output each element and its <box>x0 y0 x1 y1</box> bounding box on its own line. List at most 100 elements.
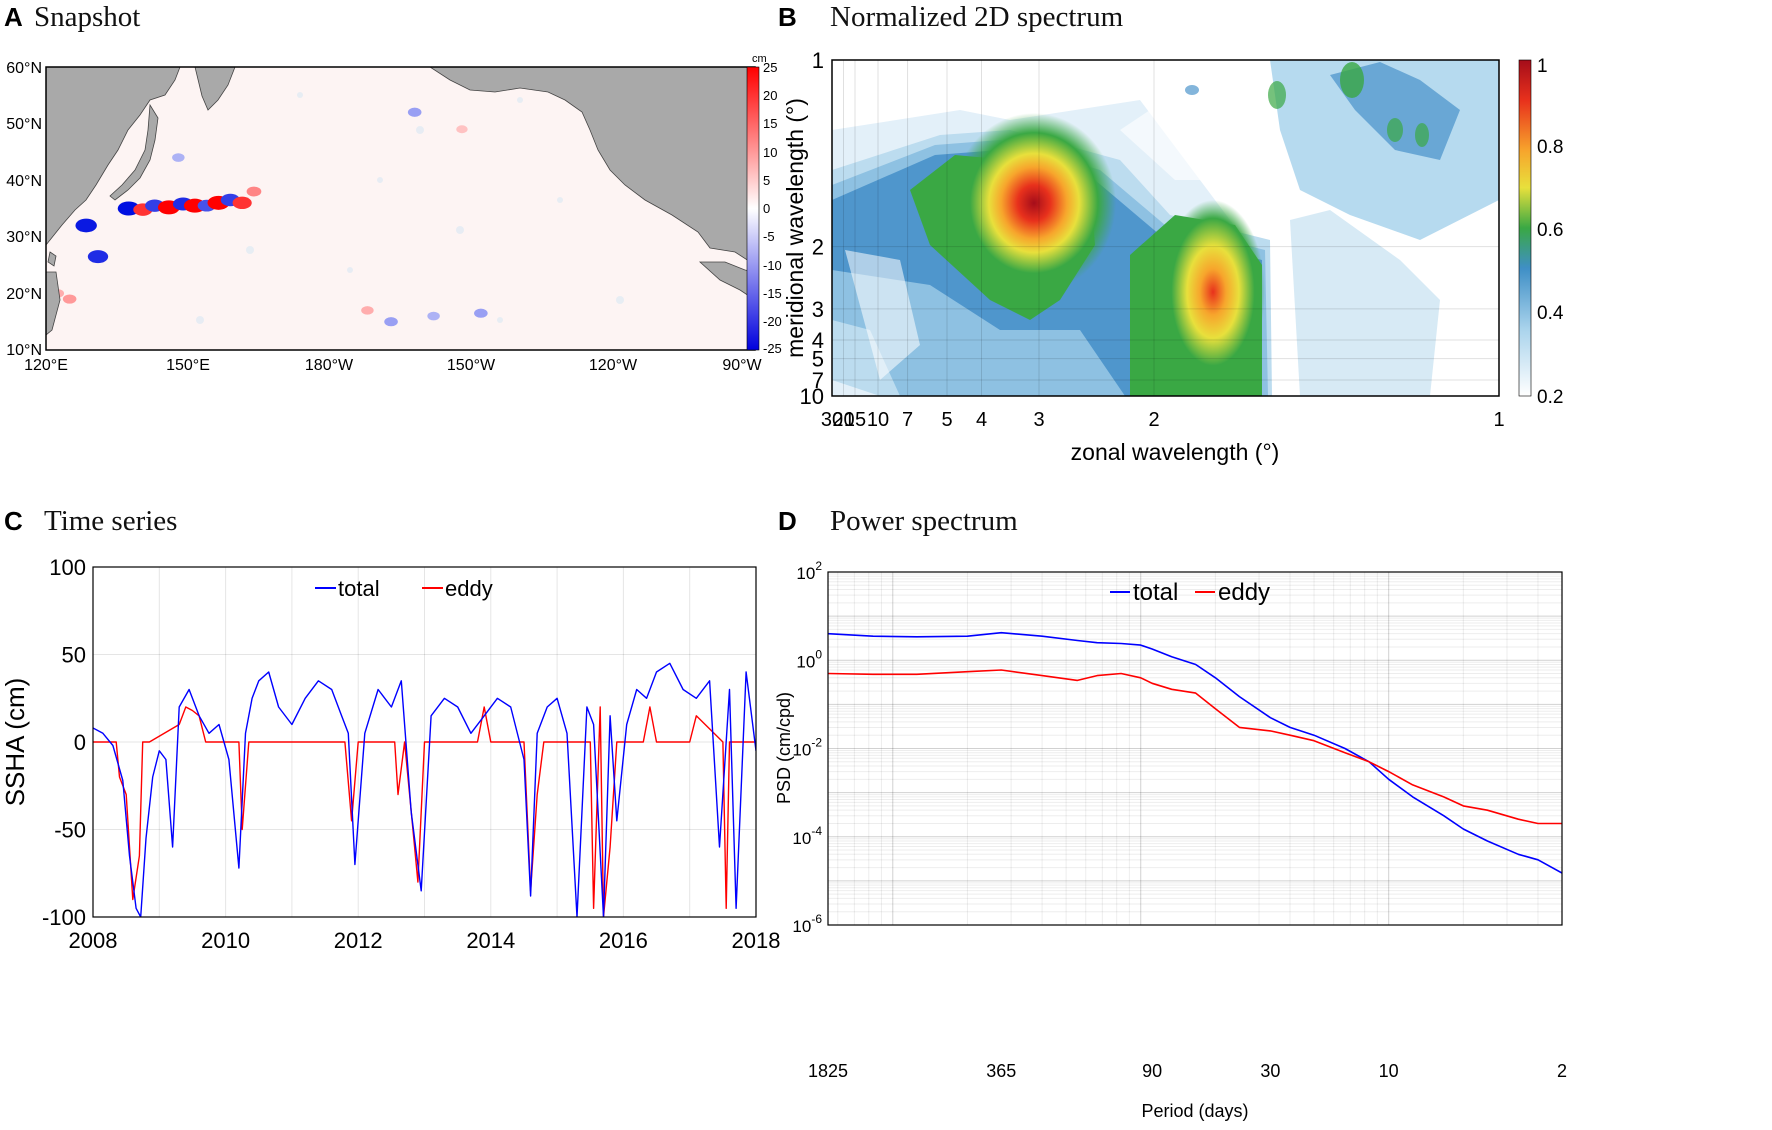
tick-label: 10°N <box>6 342 42 359</box>
tick-label: 0 <box>74 730 86 755</box>
land-japan <box>109 103 159 201</box>
tick-label: 2014 <box>466 928 515 953</box>
colorbar-a <box>746 66 760 351</box>
panel-d-letter: D <box>778 506 797 536</box>
panel-c-legend: total eddy <box>315 576 493 601</box>
tick-label: 4 <box>976 409 987 431</box>
plot-area <box>828 572 1562 925</box>
tick-label: 10-2 <box>792 736 822 760</box>
series-line-total <box>828 631 1562 874</box>
tick-label: 120°E <box>24 357 68 374</box>
colorbar-tick: -10 <box>763 258 782 273</box>
panel-a-yticks: 10°N 20°N 30°N 40°N 50°N 60°N <box>6 60 42 359</box>
tick-label: 2008 <box>69 928 118 953</box>
panel-b-frame <box>831 59 1500 397</box>
eddy-marker <box>427 311 440 321</box>
land-philippines <box>46 271 61 336</box>
colorbar-tick: 0.2 <box>1537 387 1563 408</box>
tick-label: 10-6 <box>792 912 822 936</box>
colorbar-unit: cm <box>752 53 767 65</box>
eddy-marker <box>456 125 468 134</box>
colorbar-tick: 25 <box>763 60 777 75</box>
y-axis-label: meridional wavelength (°) <box>782 98 808 358</box>
tick-label: 30 <box>821 409 843 431</box>
tick-label: 365 <box>986 1061 1016 1081</box>
x-axis-label: Period (days) <box>1141 1101 1248 1121</box>
tick-label: 100 <box>49 555 86 580</box>
tick-exponent: 2 <box>815 559 822 573</box>
series-line-eddy <box>828 669 1562 825</box>
tick-label: 20°N <box>6 286 42 303</box>
legend-total: total <box>1133 579 1178 606</box>
tick-label: 30 <box>1260 1061 1280 1081</box>
tick-label: 10 <box>867 409 889 431</box>
y-axis-label: SSHA (cm) <box>0 678 30 807</box>
tick-label: 1825 <box>808 1061 848 1081</box>
panel-c-plot: 2008 2010 2012 2014 2016 2018 100 50 0 -50 -100 SS… <box>0 555 780 953</box>
panel-d-grid <box>828 572 1563 926</box>
legend-total: total <box>338 576 380 601</box>
y-axis-label: PSD (cm/cpd) <box>774 692 794 804</box>
colorbar-tick: 0 <box>763 201 770 216</box>
panel-c-title: Time series <box>44 505 177 537</box>
tick-label: 15 <box>844 409 866 431</box>
colorbar-tick: 0.6 <box>1537 220 1563 241</box>
colorbar-tick: 0.8 <box>1537 137 1563 158</box>
tick-label: 90°W <box>722 357 762 374</box>
tick-label: 10 <box>1379 1061 1399 1081</box>
eddy-marker <box>87 250 109 264</box>
panel-d-frame <box>827 571 1563 926</box>
tick-label: 3 <box>812 297 824 322</box>
tick-label: 7 <box>902 409 913 431</box>
colorbar-b <box>1518 59 1532 397</box>
tick-label: 150°E <box>166 357 210 374</box>
colorbar-tick: -20 <box>763 314 782 329</box>
tick-label: 60°N <box>6 60 42 77</box>
tick-label: 2018 <box>732 928 781 953</box>
panel-d-series <box>828 631 1562 874</box>
panel-a-xticks: 120°E 150°E 180°W 150°W 120°W 90°W <box>24 357 762 374</box>
tick-label: 90 <box>1142 1061 1162 1081</box>
tick-label: 2010 <box>201 928 250 953</box>
panel-c-series <box>93 662 756 917</box>
colorbar-tick: -5 <box>763 229 775 244</box>
tick-label: 102 <box>796 559 822 583</box>
tick-label: 50°N <box>6 116 42 133</box>
series-line-eddy <box>93 706 756 917</box>
land-mexico-south <box>698 261 755 301</box>
tick-label: 20 <box>832 409 854 431</box>
tick-label: 5 <box>812 347 824 372</box>
spectrum-field <box>832 60 1499 396</box>
tick-label: 150°W <box>447 357 496 374</box>
tick-label: 10 <box>800 384 824 409</box>
land-america <box>429 67 755 266</box>
eddy-marker <box>474 308 488 318</box>
colorbar-tick: 15 <box>763 116 777 131</box>
panel-c-ticks: 2008 2010 2012 2014 2016 2018 100 50 0 -50 -100 <box>42 555 781 953</box>
tick-exponent: -6 <box>811 912 822 926</box>
tick-label: 10-4 <box>792 824 822 848</box>
panel-d-legend: total eddy <box>1110 579 1270 606</box>
land-taiwan <box>47 251 57 267</box>
tick-label: 2016 <box>599 928 648 953</box>
eddy-marker <box>62 294 77 304</box>
panel-a-plot: 120°E 150°E 180°W 150°W 120°W 90°W 10°N … <box>6 53 782 374</box>
colorbar-tick: 20 <box>763 88 777 103</box>
eddy-marker <box>75 218 97 233</box>
colorbar-tick: 5 <box>763 173 770 188</box>
tick-label: 120°W <box>589 357 638 374</box>
panel-a-letter: A <box>4 2 23 32</box>
tick-label: -100 <box>42 905 86 930</box>
legend-eddy: eddy <box>1218 579 1270 606</box>
tick-label: 2 <box>1557 1061 1567 1081</box>
tick-label: 3 <box>1033 409 1044 431</box>
panel-a-colorbar: cm 25 20 15 10 5 0 -5 -10 -15 -20 -25 <box>746 53 782 356</box>
tick-label: 100 <box>796 647 822 671</box>
tick-label: 50 <box>62 643 86 668</box>
eddy-marker <box>172 153 185 162</box>
